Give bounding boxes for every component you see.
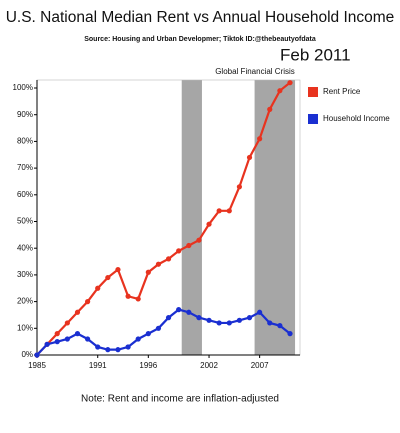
data-point <box>277 323 283 329</box>
legend-swatch <box>308 87 318 97</box>
y-tick-label: 90% <box>17 110 33 119</box>
y-tick-label: 30% <box>17 270 33 279</box>
data-point <box>186 242 192 249</box>
legend-label: Rent Price <box>323 87 361 96</box>
data-point <box>216 208 222 214</box>
data-point <box>44 341 50 347</box>
y-tick-label: 100% <box>13 83 33 92</box>
shaded-region <box>181 80 202 355</box>
chart-title: U.S. National Median Rent vs Annual Hous… <box>6 9 395 26</box>
data-point <box>287 80 293 86</box>
data-point <box>64 336 70 342</box>
data-point <box>54 331 60 337</box>
data-point <box>125 293 131 299</box>
legend-swatch <box>308 114 318 124</box>
y-tick-label: 0% <box>21 350 33 359</box>
data-point <box>267 106 273 112</box>
data-point <box>277 88 283 94</box>
data-point <box>125 344 131 350</box>
data-point <box>246 315 253 321</box>
note: Note: Rent and income are inflation-adju… <box>81 394 279 405</box>
y-tick-label: 10% <box>17 323 33 332</box>
y-tick-label: 50% <box>17 217 33 226</box>
data-point <box>115 347 121 353</box>
data-point <box>95 344 101 350</box>
data-point <box>135 336 141 342</box>
y-tick-label: 70% <box>17 163 33 172</box>
data-point <box>145 269 151 275</box>
data-point <box>257 136 263 142</box>
x-tick-label: 2007 <box>251 361 269 370</box>
y-tick-label: 80% <box>17 137 33 146</box>
x-tick-label: 1996 <box>139 361 157 370</box>
data-point <box>85 299 91 305</box>
legend-label: Household Income <box>323 114 390 123</box>
data-point <box>236 317 242 323</box>
data-point <box>246 154 253 161</box>
data-point <box>105 347 111 353</box>
data-point <box>196 237 202 243</box>
chart-subtitle: Source: Housing and Urban Developmer; Ti… <box>84 36 316 43</box>
data-point <box>196 315 202 321</box>
data-point <box>226 208 232 214</box>
data-point <box>74 331 81 337</box>
data-point <box>216 320 222 326</box>
x-tick-label: 1991 <box>89 361 107 370</box>
annotation: Global Financial Crisis <box>215 67 295 76</box>
data-point <box>135 296 141 302</box>
data-point <box>226 320 232 326</box>
data-point <box>105 274 111 281</box>
data-point <box>206 221 212 227</box>
data-point <box>176 307 182 313</box>
data-point <box>155 325 162 331</box>
date-label: Feb 2011 <box>280 45 351 64</box>
data-point <box>257 309 263 315</box>
data-point <box>74 309 81 315</box>
data-point <box>95 285 101 291</box>
data-point <box>34 352 40 358</box>
data-point <box>236 184 242 190</box>
y-tick-label: 20% <box>17 297 33 306</box>
shaded-region <box>254 80 296 355</box>
data-point <box>165 256 172 262</box>
data-point <box>145 331 151 337</box>
data-point <box>176 248 182 254</box>
data-point <box>85 336 91 342</box>
y-tick-label: 60% <box>17 190 33 199</box>
data-point <box>186 309 192 315</box>
y-tick-label: 40% <box>17 243 33 252</box>
data-point <box>206 317 212 323</box>
data-point <box>54 339 60 345</box>
data-point <box>115 266 121 273</box>
data-point <box>165 315 172 321</box>
data-point <box>287 331 293 337</box>
x-tick-label: 2002 <box>200 361 218 370</box>
data-point <box>64 320 70 326</box>
data-point <box>155 261 162 267</box>
data-point <box>267 320 273 326</box>
x-tick-label: 1985 <box>28 361 46 370</box>
